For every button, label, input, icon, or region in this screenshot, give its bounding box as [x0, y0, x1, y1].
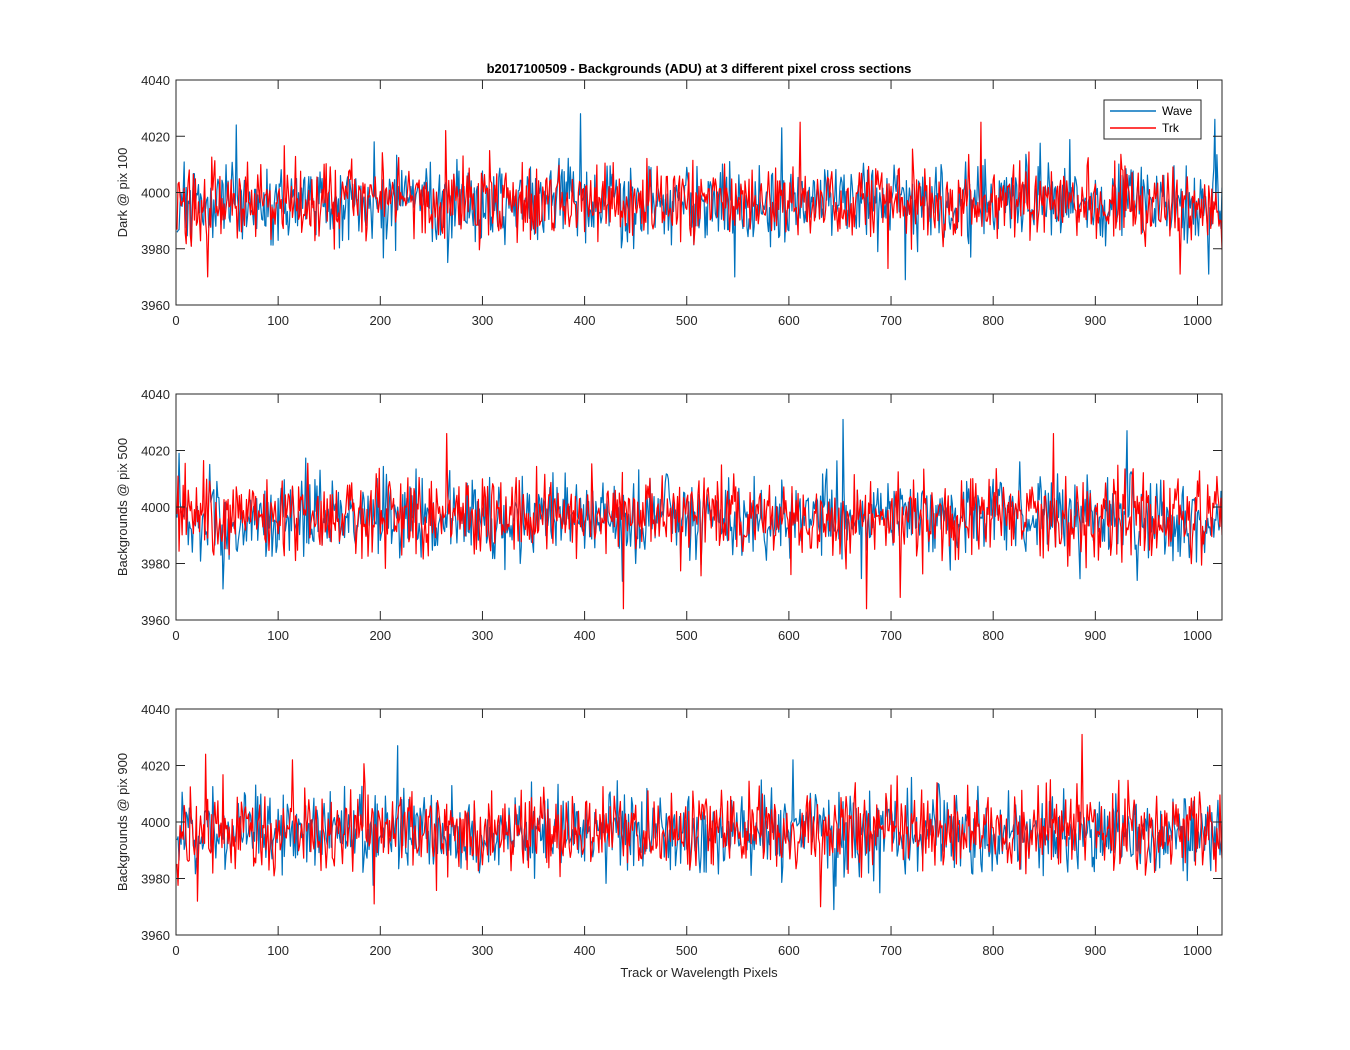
panel-2: 0 100 200 300 400 500 600 700 800 900 1000 3960 3980…: [115, 387, 1223, 643]
panel-3: 0 100 200 300 400 500 600 700 800 900 1000 3960 3980…: [115, 702, 1223, 958]
x-tick-label: 800: [982, 313, 1004, 328]
series-group: [176, 733, 1222, 911]
y-tick-label: 4040: [141, 702, 170, 717]
x-tick-label: 800: [982, 943, 1004, 958]
x-tick-label: 0: [172, 628, 179, 643]
chart-title: b2017100509 - Backgrounds (ADU) at 3 dif…: [487, 61, 912, 76]
x-tick-label: 0: [172, 943, 179, 958]
series-line-trk-panel-2: [176, 432, 1222, 610]
y-tick-label: 4000: [141, 186, 170, 201]
x-tick-label: 0: [172, 313, 179, 328]
x-tick-label: 1000: [1183, 943, 1212, 958]
x-tick-label: 1000: [1183, 313, 1212, 328]
y-tick-label: 4020: [141, 444, 170, 459]
legend-box: [1103, 99, 1202, 140]
x-tick-label: 600: [778, 313, 800, 328]
x-tick-label: 700: [880, 943, 902, 958]
x-tick-label: 300: [472, 943, 494, 958]
series-group: [176, 113, 1222, 281]
x-tick-label: 700: [880, 313, 902, 328]
legend-label-wave: Wave: [1162, 104, 1193, 118]
y-axis-label-panel-1: Dark @ pix 100: [115, 148, 130, 238]
y-axis-label-panel-3: Backgrounds @ pix 900: [115, 753, 130, 891]
x-tick-label: 800: [982, 628, 1004, 643]
x-tick-label: 700: [880, 628, 902, 643]
y-tick-label: 4000: [141, 500, 170, 515]
panels: 0 100 200 300 400 500 600 700 800 900 100039603980…: [115, 73, 1223, 958]
x-tick-label: 900: [1084, 943, 1106, 958]
y-tick-label: 4020: [141, 759, 170, 774]
x-tick-label: 200: [369, 943, 391, 958]
x-axis-label: Track or Wavelength Pixels: [620, 965, 778, 980]
x-tick-label: 1000: [1183, 628, 1212, 643]
x-tick-label: 400: [574, 628, 596, 643]
series-line-trk-panel-3: [176, 733, 1222, 908]
y-tick-label: 4040: [141, 73, 170, 88]
y-tick-label: 4000: [141, 815, 170, 830]
panel-1: 0 100 200 300 400 500 600 700 800 900 1000 3960 3980…: [115, 73, 1223, 328]
x-tick-label: 500: [676, 313, 698, 328]
x-tick-label: 900: [1084, 313, 1106, 328]
x-tick-label: 100: [267, 313, 289, 328]
x-tick-label: 400: [574, 943, 596, 958]
y-tick-label: 4040: [141, 387, 170, 402]
x-tick-label: 200: [369, 628, 391, 643]
y-tick-label: 3960: [141, 613, 170, 628]
series-line-wave-panel-3: [176, 745, 1222, 911]
x-tick-label: 500: [676, 943, 698, 958]
x-tick-label: 500: [676, 628, 698, 643]
legend-label-trk: Trk: [1162, 121, 1180, 135]
series-line-wave-panel-1: [176, 113, 1222, 281]
y-tick-label: 4020: [141, 129, 170, 144]
x-tick-label: 900: [1084, 628, 1106, 643]
x-tick-label: 300: [472, 313, 494, 328]
x-tick-label: 300: [472, 628, 494, 643]
x-tick-label: 100: [267, 628, 289, 643]
x-tick-label: 400: [574, 313, 596, 328]
y-tick-label: 3980: [141, 557, 170, 572]
legend: Wave Trk: [1103, 99, 1202, 140]
x-tick-label: 200: [369, 313, 391, 328]
series-line-trk-panel-1: [176, 121, 1222, 278]
x-tick-label: 600: [778, 943, 800, 958]
y-tick-label: 3980: [141, 872, 170, 887]
y-tick-label: 3960: [141, 928, 170, 943]
series-group: [176, 418, 1222, 610]
x-tick-label: 600: [778, 628, 800, 643]
y-tick-label: 3980: [141, 242, 170, 257]
y-axis-label-panel-2: Backgrounds @ pix 500: [115, 438, 130, 576]
x-tick-label: 100: [267, 943, 289, 958]
y-tick-label: 3960: [141, 298, 170, 313]
